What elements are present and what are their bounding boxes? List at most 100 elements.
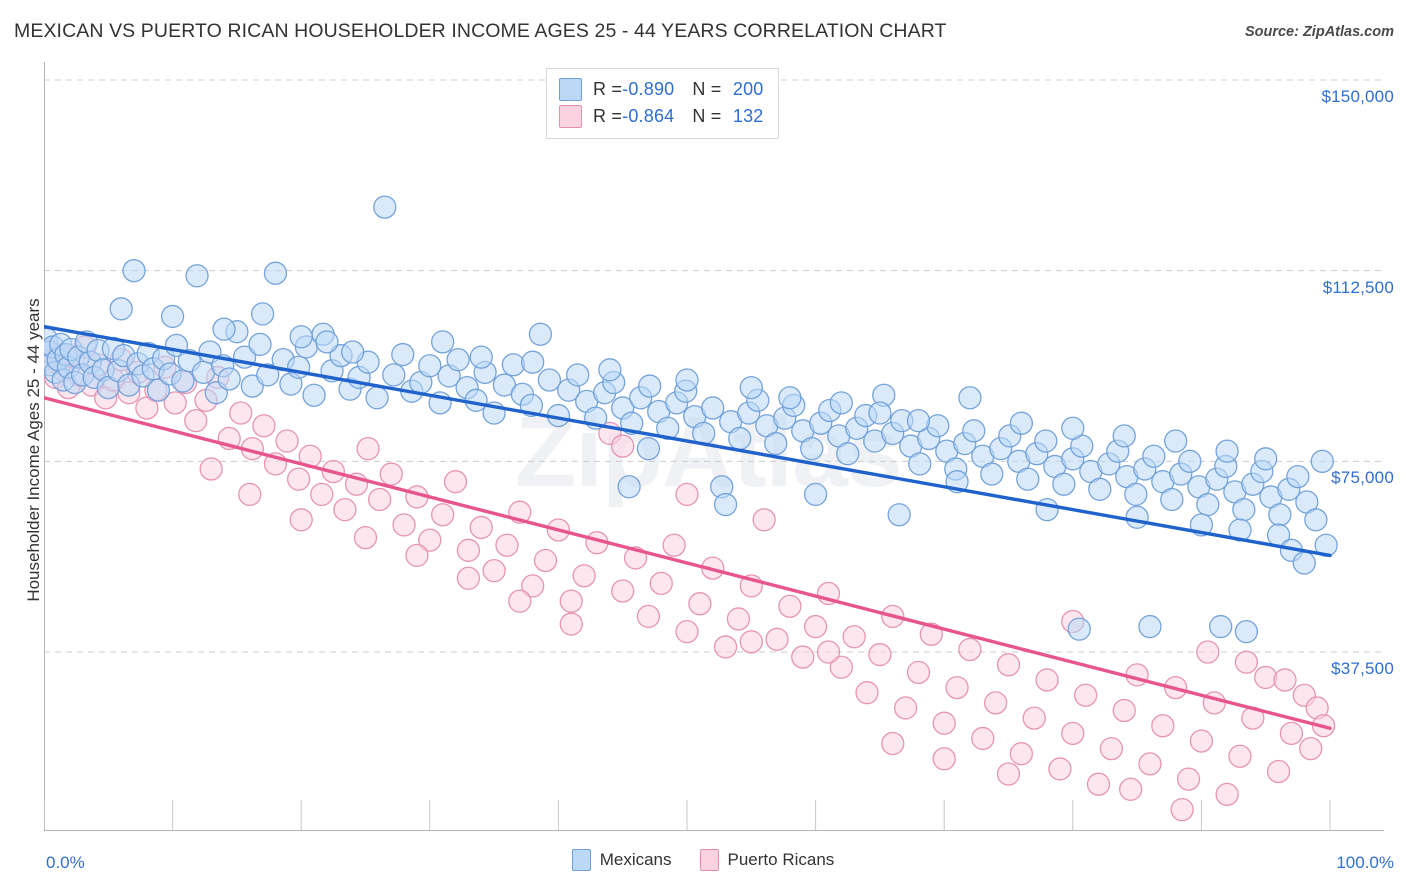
source-label: Source: ZipAtlas.com xyxy=(1244,24,1394,40)
data-point xyxy=(836,442,860,466)
data-point xyxy=(778,594,802,618)
data-point xyxy=(1234,620,1259,644)
data-point xyxy=(638,374,662,398)
data-point xyxy=(1124,482,1148,507)
series-legend-item-puerto-ricans[interactable]: Puerto Ricans xyxy=(699,849,835,871)
data-point xyxy=(365,386,389,410)
data-point xyxy=(521,574,545,598)
data-point xyxy=(533,548,558,573)
data-point xyxy=(1304,508,1328,532)
data-point xyxy=(1292,551,1316,575)
legend-swatch-puerto-ricans xyxy=(559,105,582,128)
data-point xyxy=(701,396,725,420)
series-legend: Mexicans Puerto Ricans xyxy=(0,849,1406,871)
series-legend-item-mexicans[interactable]: Mexicans xyxy=(571,849,672,871)
data-point xyxy=(1189,729,1214,753)
r-value-puerto-ricans: -0.864 xyxy=(622,106,675,126)
data-point xyxy=(1273,668,1297,692)
data-point xyxy=(1009,411,1034,435)
data-point xyxy=(482,558,506,583)
data-point xyxy=(353,525,378,550)
data-point xyxy=(726,607,751,631)
n-label-mexicans: N = xyxy=(692,79,722,99)
data-point xyxy=(1170,797,1194,822)
data-point xyxy=(289,325,313,349)
puerto-rican-trendline xyxy=(44,396,1332,730)
data-point xyxy=(446,347,470,372)
data-point xyxy=(675,368,699,392)
data-point xyxy=(456,538,481,562)
data-point xyxy=(636,604,661,629)
data-point xyxy=(1048,757,1072,781)
y-tick-label-0: $150,000 xyxy=(1321,87,1394,106)
data-point xyxy=(1279,721,1304,745)
data-point xyxy=(315,330,339,354)
data-point xyxy=(537,368,562,392)
data-point xyxy=(275,429,299,453)
data-point xyxy=(855,681,879,705)
data-point xyxy=(501,353,526,377)
page-title: MEXICAN VS PUERTO RICAN HOUSEHOLDER INCO… xyxy=(14,20,947,42)
data-point xyxy=(146,378,171,402)
data-point xyxy=(617,475,641,499)
data-point xyxy=(765,627,789,651)
data-point xyxy=(829,391,853,415)
data-point xyxy=(373,195,397,219)
data-point xyxy=(431,330,455,354)
r-label-puerto-ricans: R = xyxy=(593,106,623,126)
data-point xyxy=(521,350,545,374)
data-point xyxy=(1061,721,1085,745)
data-point xyxy=(256,363,280,387)
data-point xyxy=(764,431,788,456)
data-point xyxy=(431,503,455,527)
data-point xyxy=(559,612,583,636)
series-label-mexicans: Mexicans xyxy=(599,850,672,869)
data-point xyxy=(800,436,824,461)
data-point xyxy=(559,589,583,613)
mexican-points xyxy=(44,195,1338,644)
y-axis-title: Householder Income Ages 25 - 44 years xyxy=(24,298,43,602)
data-point xyxy=(1215,439,1239,463)
x-axis-max-label: 100.0% xyxy=(1336,853,1394,872)
r-label-mexicans: R = xyxy=(593,79,623,99)
data-point xyxy=(528,322,553,346)
data-point xyxy=(842,625,866,649)
data-point xyxy=(1254,665,1278,690)
y-tick-label-3: $37,500 xyxy=(1331,659,1394,678)
data-point xyxy=(728,426,752,451)
plot-area xyxy=(44,62,1384,834)
data-point xyxy=(171,369,195,393)
data-point xyxy=(598,358,622,382)
data-point xyxy=(263,261,288,285)
data-point xyxy=(1310,449,1334,473)
data-point xyxy=(443,470,468,494)
data-point xyxy=(971,726,995,751)
data-point xyxy=(405,543,429,568)
series-label-puerto-ricans: Puerto Ricans xyxy=(727,850,835,869)
data-point xyxy=(184,409,208,433)
data-point xyxy=(932,711,956,735)
data-point xyxy=(1178,449,1202,473)
data-point xyxy=(662,533,686,557)
data-point xyxy=(1052,472,1076,496)
data-point xyxy=(713,635,738,659)
data-point xyxy=(1286,464,1310,489)
data-point xyxy=(958,637,982,662)
x-axis-min-label: 0.0% xyxy=(46,853,85,872)
data-point xyxy=(508,589,532,613)
data-point xyxy=(356,436,380,461)
data-point xyxy=(1254,447,1278,471)
data-point xyxy=(881,731,905,756)
data-point xyxy=(163,391,187,415)
n-value-puerto-ricans: 132 xyxy=(732,106,764,126)
data-point xyxy=(1196,640,1220,664)
scatter-plot-svg xyxy=(44,62,1384,831)
data-point xyxy=(958,386,982,410)
data-point xyxy=(469,515,493,540)
n-label-puerto-ricans: N = xyxy=(692,106,722,126)
data-point xyxy=(868,401,892,425)
data-point xyxy=(1119,777,1143,801)
data-point xyxy=(109,297,133,321)
data-point xyxy=(1022,706,1046,730)
